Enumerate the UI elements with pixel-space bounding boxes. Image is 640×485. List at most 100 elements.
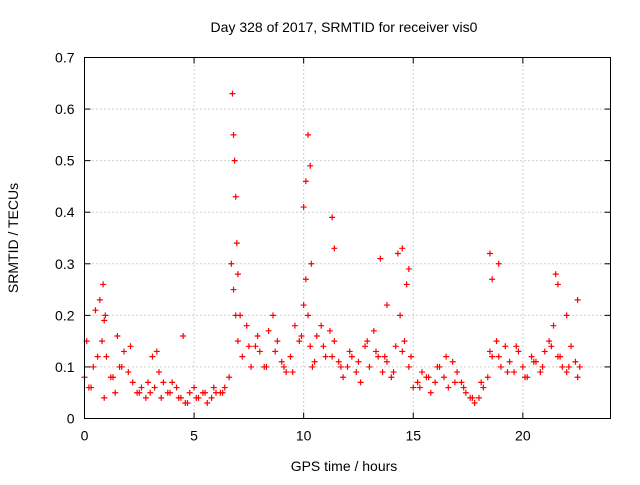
data-point (254, 332, 261, 339)
data-point (120, 348, 127, 355)
data-point (462, 389, 469, 396)
data-point (278, 358, 285, 365)
data-point (372, 348, 379, 355)
data-point (232, 193, 239, 200)
data-point (495, 353, 502, 360)
data-point (548, 343, 555, 350)
data-point (308, 260, 315, 267)
data-point (147, 389, 154, 396)
data-point (495, 260, 502, 267)
data-point (291, 322, 298, 329)
data-point (550, 322, 557, 329)
y-tick-label: 0.5 (55, 153, 75, 169)
data-point (230, 131, 237, 138)
data-point (210, 384, 217, 391)
data-point (274, 338, 281, 345)
data-point (458, 379, 465, 386)
x-tick-label: 5 (190, 428, 198, 444)
data-point (322, 353, 329, 360)
data-point (355, 358, 362, 365)
data-point (142, 394, 149, 401)
data-point (99, 338, 106, 345)
data-point (302, 276, 309, 283)
data-point (348, 353, 355, 360)
data-point (445, 384, 452, 391)
data-point (96, 296, 103, 303)
data-point (109, 374, 116, 381)
data-point (331, 338, 338, 345)
data-point (337, 363, 344, 370)
data-point (552, 271, 559, 278)
data-point (401, 338, 408, 345)
data-points (81, 90, 583, 407)
data-point (191, 384, 198, 391)
data-point (88, 384, 95, 391)
data-point (311, 358, 318, 365)
data-point (248, 363, 255, 370)
data-point (489, 276, 496, 283)
data-point (296, 338, 303, 345)
data-point (118, 363, 125, 370)
ticks-layer: 0 0.1 0.2 0.3 0.4 0.5 0.6 0.7 0 5 10 15 20 (55, 50, 611, 444)
data-point (504, 369, 511, 376)
data-point (300, 302, 307, 309)
data-point (309, 363, 316, 370)
data-point (263, 363, 270, 370)
y-tick-label: 0.1 (55, 359, 75, 375)
data-point (574, 374, 581, 381)
data-point (405, 363, 412, 370)
data-point (515, 348, 522, 355)
data-point (344, 363, 351, 370)
data-point (480, 384, 487, 391)
data-point (454, 369, 461, 376)
data-point (357, 379, 364, 386)
data-point (231, 157, 238, 164)
data-point (234, 271, 241, 278)
data-point (397, 312, 404, 319)
data-point (557, 353, 564, 360)
data-point (390, 369, 397, 376)
data-point (269, 312, 276, 319)
data-point (320, 343, 327, 350)
data-point (419, 369, 426, 376)
data-point (541, 348, 548, 355)
x-axis-label: GPS time / hours (291, 458, 398, 474)
data-point (528, 353, 535, 360)
data-point (502, 343, 509, 350)
data-point (513, 343, 520, 350)
data-point (280, 363, 287, 370)
data-point (287, 353, 294, 360)
data-point (478, 379, 485, 386)
data-point (160, 379, 167, 386)
data-point (101, 394, 108, 401)
data-point (486, 348, 493, 355)
y-tick-label: 0.7 (55, 50, 75, 66)
data-point (568, 343, 575, 350)
data-point (574, 296, 581, 303)
plot-frame (84, 57, 611, 419)
data-point (138, 384, 145, 391)
data-point (362, 343, 369, 350)
x-tick-label: 15 (405, 428, 421, 444)
data-point (298, 332, 305, 339)
data-point (414, 379, 421, 386)
data-point (145, 379, 152, 386)
data-point (307, 162, 314, 169)
data-point (410, 384, 417, 391)
data-point (383, 358, 390, 365)
data-point (136, 389, 143, 396)
data-point (156, 369, 163, 376)
data-point (416, 384, 423, 391)
data-point (94, 353, 101, 360)
data-point (379, 369, 386, 376)
data-point (486, 250, 493, 257)
data-point (169, 379, 176, 386)
data-point (129, 379, 136, 386)
data-point (546, 338, 553, 345)
data-point (300, 204, 307, 211)
data-point (394, 250, 401, 257)
data-point (114, 332, 121, 339)
data-point (489, 353, 496, 360)
